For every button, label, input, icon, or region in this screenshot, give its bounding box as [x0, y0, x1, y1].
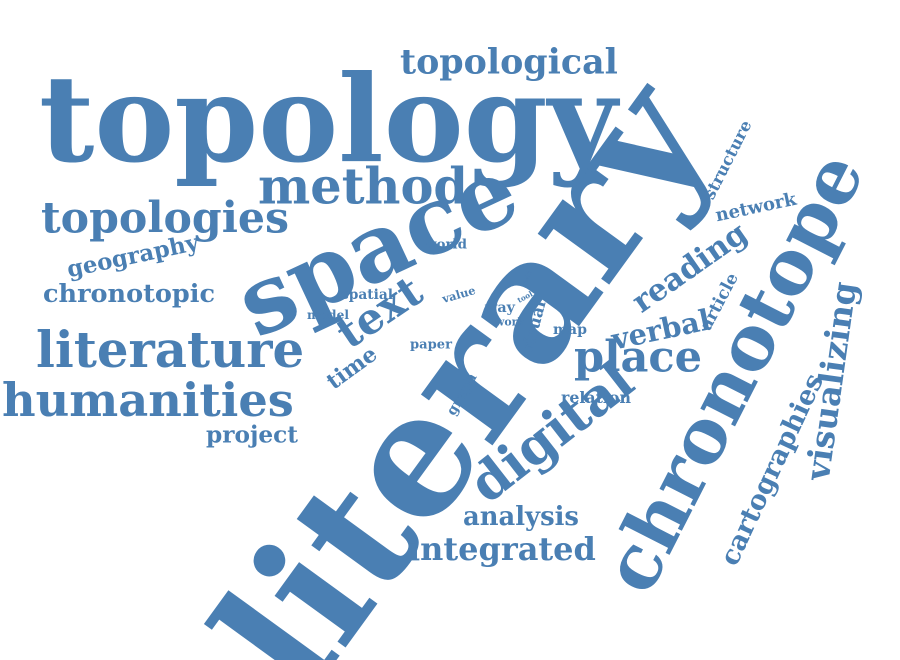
- word-topological: topological: [400, 41, 618, 83]
- word-chronotopic: chronotopic: [43, 279, 215, 309]
- word-paper: paper: [410, 337, 452, 353]
- word-map: map: [553, 322, 587, 338]
- word-spatial: spatial: [341, 287, 393, 303]
- word-integrated: integrated: [408, 530, 596, 568]
- word-place: place: [574, 332, 703, 383]
- word-topologies: topologies: [41, 193, 289, 244]
- word-method: method: [258, 157, 468, 216]
- word-analysis: analysis: [463, 502, 579, 532]
- word-project: project: [206, 421, 298, 449]
- word-relation: relation: [561, 388, 631, 407]
- word-humanities: humanities: [2, 373, 294, 427]
- word-way: way: [485, 300, 515, 316]
- word-model: model: [307, 308, 349, 322]
- word-world: world: [425, 236, 468, 253]
- word-topology: topology: [39, 49, 618, 190]
- word-literature: literature: [36, 320, 305, 379]
- word-work: work: [495, 315, 525, 329]
